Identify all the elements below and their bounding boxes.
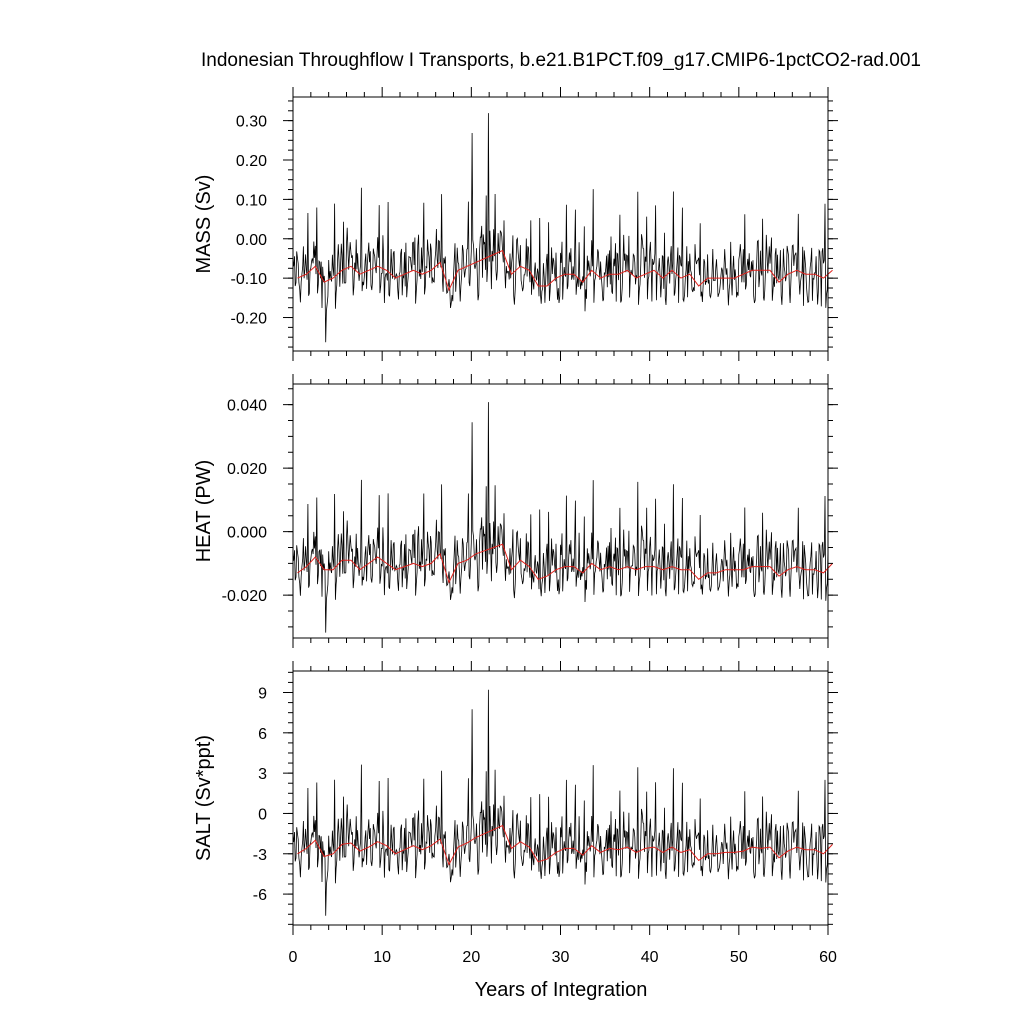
- y-tick-label: -3: [253, 847, 267, 864]
- x-tick-label: 20: [462, 949, 480, 966]
- y-tick-label: 0.000: [227, 525, 267, 542]
- panel-2: 0.040 0.020 0.000 -0.020 HEAT (PW): [193, 374, 838, 648]
- y-tick-label: 0.30: [236, 114, 267, 131]
- y-axis-label: SALT (Sv*ppt): [193, 735, 215, 861]
- y-tick-label: -0.20: [231, 311, 268, 328]
- y-tick-label: 0.00: [236, 232, 267, 249]
- plot-frame: [292, 96, 829, 352]
- x-tick-label: 10: [373, 949, 391, 966]
- series-monthly-line: [292, 113, 829, 343]
- x-axis-label: Years of Integration: [475, 979, 648, 1001]
- y-axis-label: HEAT (PW): [193, 460, 215, 563]
- y-tick-label: -6: [253, 887, 267, 904]
- y-tick-label: 6: [258, 726, 267, 743]
- panel-3: 9 6 3 0 -3 -6 SALT (Sv*ppt): [193, 661, 838, 935]
- y-tick-label: -0.10: [231, 271, 268, 288]
- x-tick-label: 40: [641, 949, 659, 966]
- plot-frame: [292, 670, 829, 926]
- x-tick-label: 50: [730, 949, 748, 966]
- y-tick-label: 0.20: [236, 153, 267, 170]
- series-annual-mean-line: [297, 249, 833, 292]
- x-tick-label: 60: [819, 949, 837, 966]
- panel-1: 0.30 0.20 0.10 0.00 -0.10 -0.20 MASS (Sv): [193, 87, 838, 361]
- series-annual-mean-line: [297, 543, 833, 584]
- series-monthly-line: [292, 689, 829, 916]
- y-tick-label: 0: [258, 806, 267, 823]
- series-annual-mean-line: [297, 824, 833, 866]
- y-tick-label: 0.020: [227, 461, 267, 478]
- plot-frame: [292, 383, 829, 639]
- x-tick-label: 0: [289, 949, 298, 966]
- y-tick-label: 9: [258, 686, 267, 703]
- series-monthly-line: [292, 402, 829, 633]
- x-tick-label: 30: [552, 949, 570, 966]
- y-tick-label: -0.020: [222, 588, 267, 605]
- y-tick-label: 3: [258, 766, 267, 783]
- y-axis-label: MASS (Sv): [193, 175, 215, 274]
- panels-group: 0.30 0.20 0.10 0.00 -0.10 -0.20 MASS (Sv) 0.040…: [193, 87, 838, 966]
- chart-title: Indonesian Throughflow I Transports, b.e…: [201, 50, 921, 71]
- y-tick-label: 0.10: [236, 192, 267, 209]
- y-tick-label: 0.040: [227, 398, 267, 415]
